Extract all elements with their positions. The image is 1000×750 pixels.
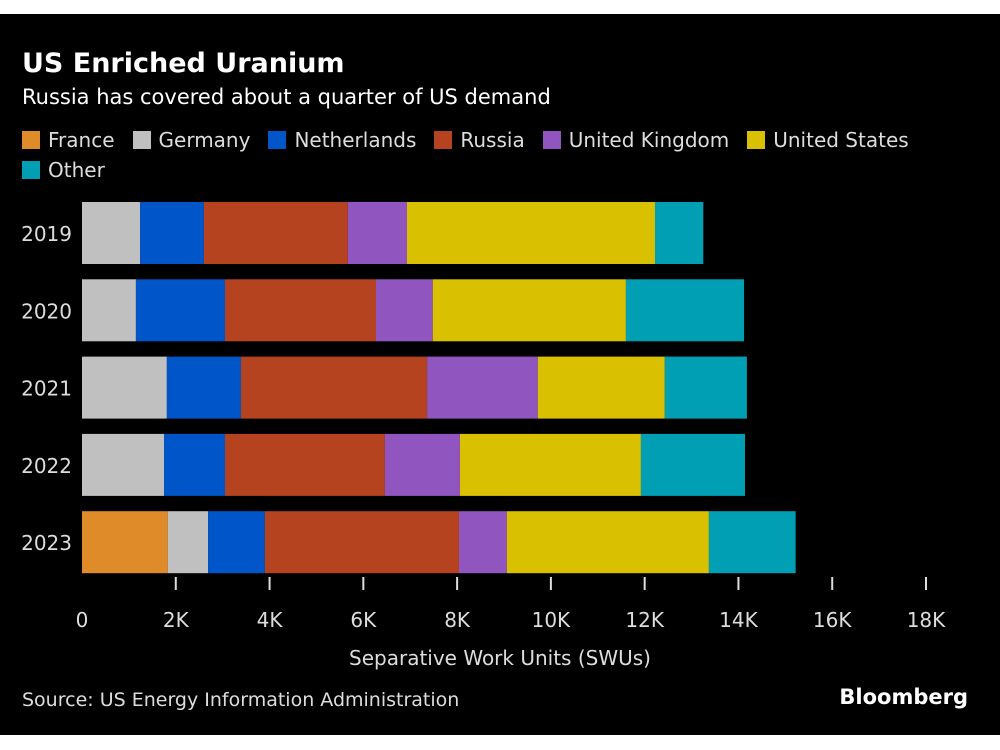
x-tick-label: 16K	[813, 608, 852, 632]
legend-swatch	[542, 131, 561, 149]
legend-item: Germany	[132, 128, 251, 152]
legend-label: France	[48, 128, 115, 152]
legend-item: United Kingdom	[542, 128, 730, 152]
bar-segment-netherlands	[166, 356, 241, 419]
legend: France Germany Netherlands Russia United Kin…	[22, 128, 982, 182]
bar-segment-russia	[240, 356, 428, 419]
legend-item: Other	[22, 158, 105, 182]
y-tick-label: 2019	[21, 222, 72, 246]
legend-swatch	[22, 131, 40, 149]
bar-segment-united-states	[406, 202, 655, 264]
bar-segment-germany	[167, 511, 209, 574]
bar-segment-germany	[82, 433, 165, 496]
x-tick-label: 0	[76, 608, 89, 632]
bar-segment-united-states	[506, 511, 709, 574]
legend-swatch	[747, 131, 766, 149]
legend-item: France	[22, 128, 115, 152]
chart-subtitle: Russia has covered about a quarter of US…	[22, 85, 551, 109]
bar-segment-united-kingdom	[347, 202, 407, 264]
bar-segment-other	[625, 279, 745, 342]
chart-title: US Enriched Uranium	[22, 48, 345, 79]
x-tick-label: 6K	[350, 608, 377, 632]
bar-segment-united-kingdom	[375, 279, 433, 342]
bar-segment-united-kingdom	[427, 356, 538, 419]
bar-segment-russia	[264, 511, 459, 574]
bar-segment-other	[654, 202, 704, 264]
bar-segment-russia	[225, 433, 385, 496]
legend-swatch	[434, 131, 453, 149]
legend-swatch	[132, 131, 151, 149]
x-tick-label: 18K	[907, 608, 946, 632]
bar-segment-united-kingdom	[384, 433, 460, 496]
legend-item: United States	[747, 128, 909, 152]
legend-label: Other	[48, 158, 105, 182]
legend-label: United Kingdom	[568, 128, 730, 152]
legend-swatch	[268, 131, 287, 149]
bar-segment-russia	[203, 202, 348, 264]
x-tick-label: 10K	[532, 608, 571, 632]
bar-segment-other	[640, 433, 746, 496]
plot-area: 2019 2020 2021 2022 2023 0 2K 4K 6K 8K 10K 12K 14K 16…	[21, 202, 946, 670]
legend-label: Germany	[158, 128, 251, 152]
x-tick-label: 14K	[719, 608, 758, 632]
bar-segment-netherlands	[135, 279, 226, 342]
legend-swatch	[22, 161, 40, 179]
bar-segment-other	[708, 511, 796, 574]
legend-label: United States	[773, 128, 909, 152]
y-tick-label: 2020	[21, 299, 72, 323]
bar-segment-germany	[82, 356, 167, 419]
bar-segment-united-states	[459, 433, 641, 496]
bar-segment-germany	[82, 279, 136, 342]
bar-segment-other	[664, 356, 747, 419]
legend-item: Russia	[434, 128, 525, 152]
legend-label: Netherlands	[294, 128, 417, 152]
x-tick-label: 12K	[625, 608, 664, 632]
legend-item: Netherlands	[268, 128, 416, 152]
y-tick-label: 2021	[21, 377, 72, 401]
bar-segment-netherlands	[140, 202, 204, 264]
bar-segment-united-states	[432, 279, 626, 342]
bar-segment-france	[82, 511, 168, 574]
bar-segment-united-states	[537, 356, 665, 419]
legend-label: Russia	[460, 128, 525, 152]
bar-segment-germany	[82, 202, 141, 264]
x-tick-label: 4K	[257, 608, 284, 632]
bar-segment-russia	[225, 279, 376, 342]
bar-segment-netherlands	[208, 511, 265, 574]
x-tick-label: 8K	[444, 608, 471, 632]
source-note: Source: US Energy Information Administra…	[22, 689, 460, 711]
y-tick-label: 2023	[21, 531, 72, 555]
chart-frame: US Enriched Uranium Russia has covered a…	[0, 14, 1000, 735]
bloomberg-logo: Bloomberg	[839, 685, 968, 709]
x-axis-label: Separative Work Units (SWUs)	[349, 646, 651, 670]
y-tick-label: 2022	[21, 454, 72, 478]
bar-segment-united-kingdom	[458, 511, 507, 574]
x-tick-label: 2K	[163, 608, 190, 632]
bar-segment-netherlands	[164, 433, 226, 496]
